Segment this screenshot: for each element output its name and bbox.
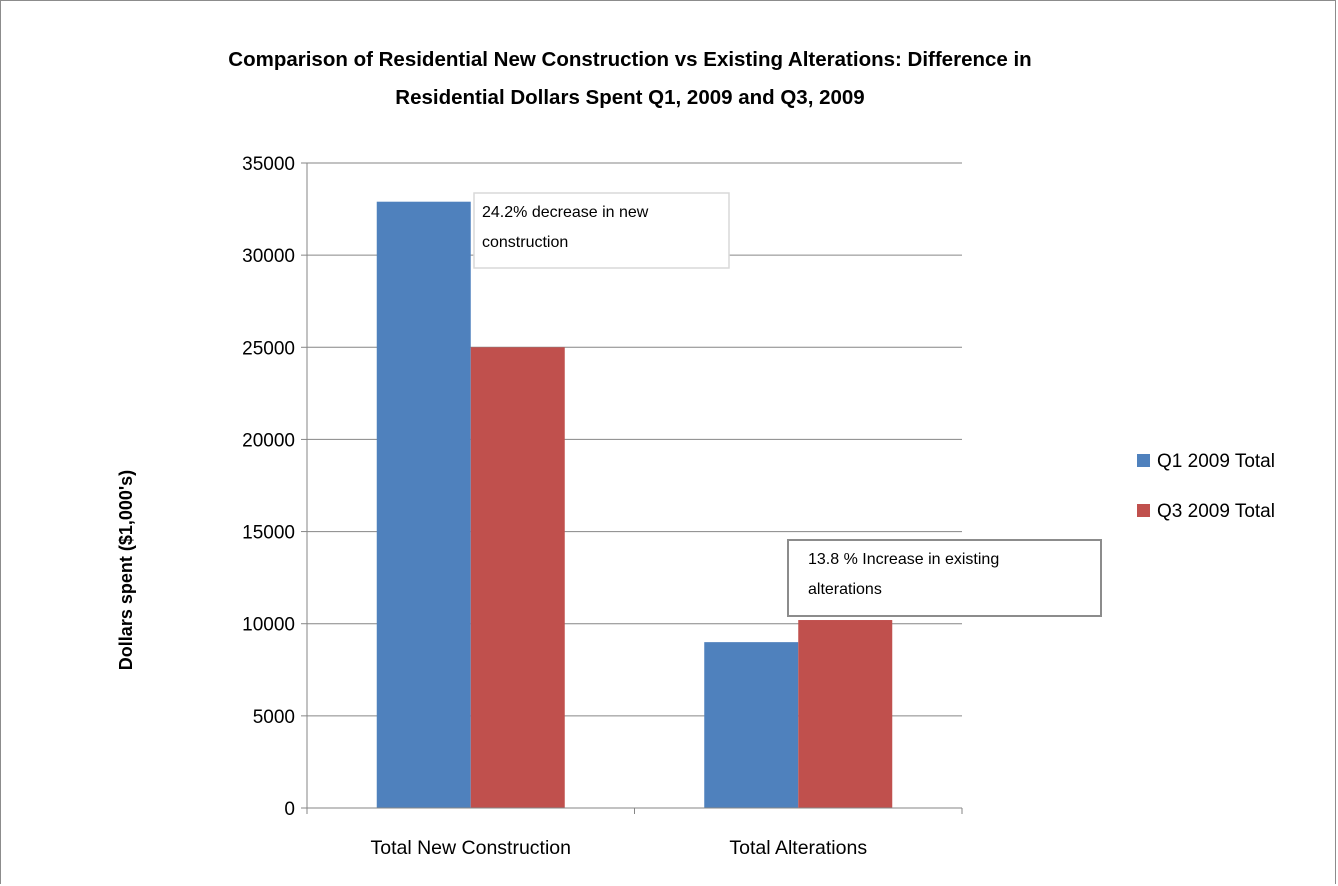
x-category-label: Total Alterations xyxy=(729,837,867,859)
bar-q3-new-construction xyxy=(470,347,565,808)
x-category-label: Total New Construction xyxy=(370,837,571,859)
legend-swatch xyxy=(1137,504,1150,517)
bars xyxy=(376,201,893,808)
y-tick-label: 0 xyxy=(284,799,295,820)
legend-label: Q3 2009 Total xyxy=(1157,501,1275,522)
y-tick-label: 30000 xyxy=(242,246,295,267)
y-tick-label: 5000 xyxy=(253,707,295,728)
annotation-text: 13.8 % Increase in existing xyxy=(808,551,999,568)
annotations: 24.2% decrease in new construction 13.8 % … xyxy=(473,192,1102,617)
y-tick-label: 25000 xyxy=(242,338,295,359)
annotation-frame xyxy=(787,539,1102,617)
y-tick-label: 15000 xyxy=(242,523,295,544)
annotation-text: 24.2% decrease in new xyxy=(482,204,649,221)
bar-q1-alterations xyxy=(704,642,799,808)
annotation-box-2: 13.8 % Increase in existing alterations xyxy=(787,539,1102,617)
bar-q3-alterations xyxy=(798,620,893,808)
y-axis-label: Dollars spent ($1,000's) xyxy=(116,470,136,670)
legend-item-q1: Q1 2009 Total xyxy=(1137,451,1275,472)
y-tick-label: 20000 xyxy=(242,430,295,451)
legend-item-q3: Q3 2009 Total xyxy=(1137,501,1275,522)
y-tick-label: 35000 xyxy=(242,154,295,175)
bar-q1-new-construction xyxy=(376,201,471,808)
chart-title: Comparison of Residential New Constructi… xyxy=(228,48,1031,109)
chart-title-line-2: Residential Dollars Spent Q1, 2009 and Q… xyxy=(395,86,864,109)
axes xyxy=(301,162,963,814)
chart-title-line-1: Comparison of Residential New Constructi… xyxy=(228,48,1031,71)
legend: Q1 2009 Total Q3 2009 Total xyxy=(1137,451,1275,522)
y-tick-label: 10000 xyxy=(242,615,295,636)
annotation-box-1: 24.2% decrease in new construction xyxy=(473,192,730,269)
annotation-text: alterations xyxy=(808,581,882,598)
annotation-text: construction xyxy=(482,234,568,251)
y-tick-labels: 0 5000 10000 15000 20000 25000 30000 35000 xyxy=(242,154,295,820)
legend-label: Q1 2009 Total xyxy=(1157,451,1275,472)
annotation-frame xyxy=(473,192,730,269)
x-category-labels: Total New Construction Total Alterations xyxy=(370,837,867,859)
legend-swatch xyxy=(1137,454,1150,467)
